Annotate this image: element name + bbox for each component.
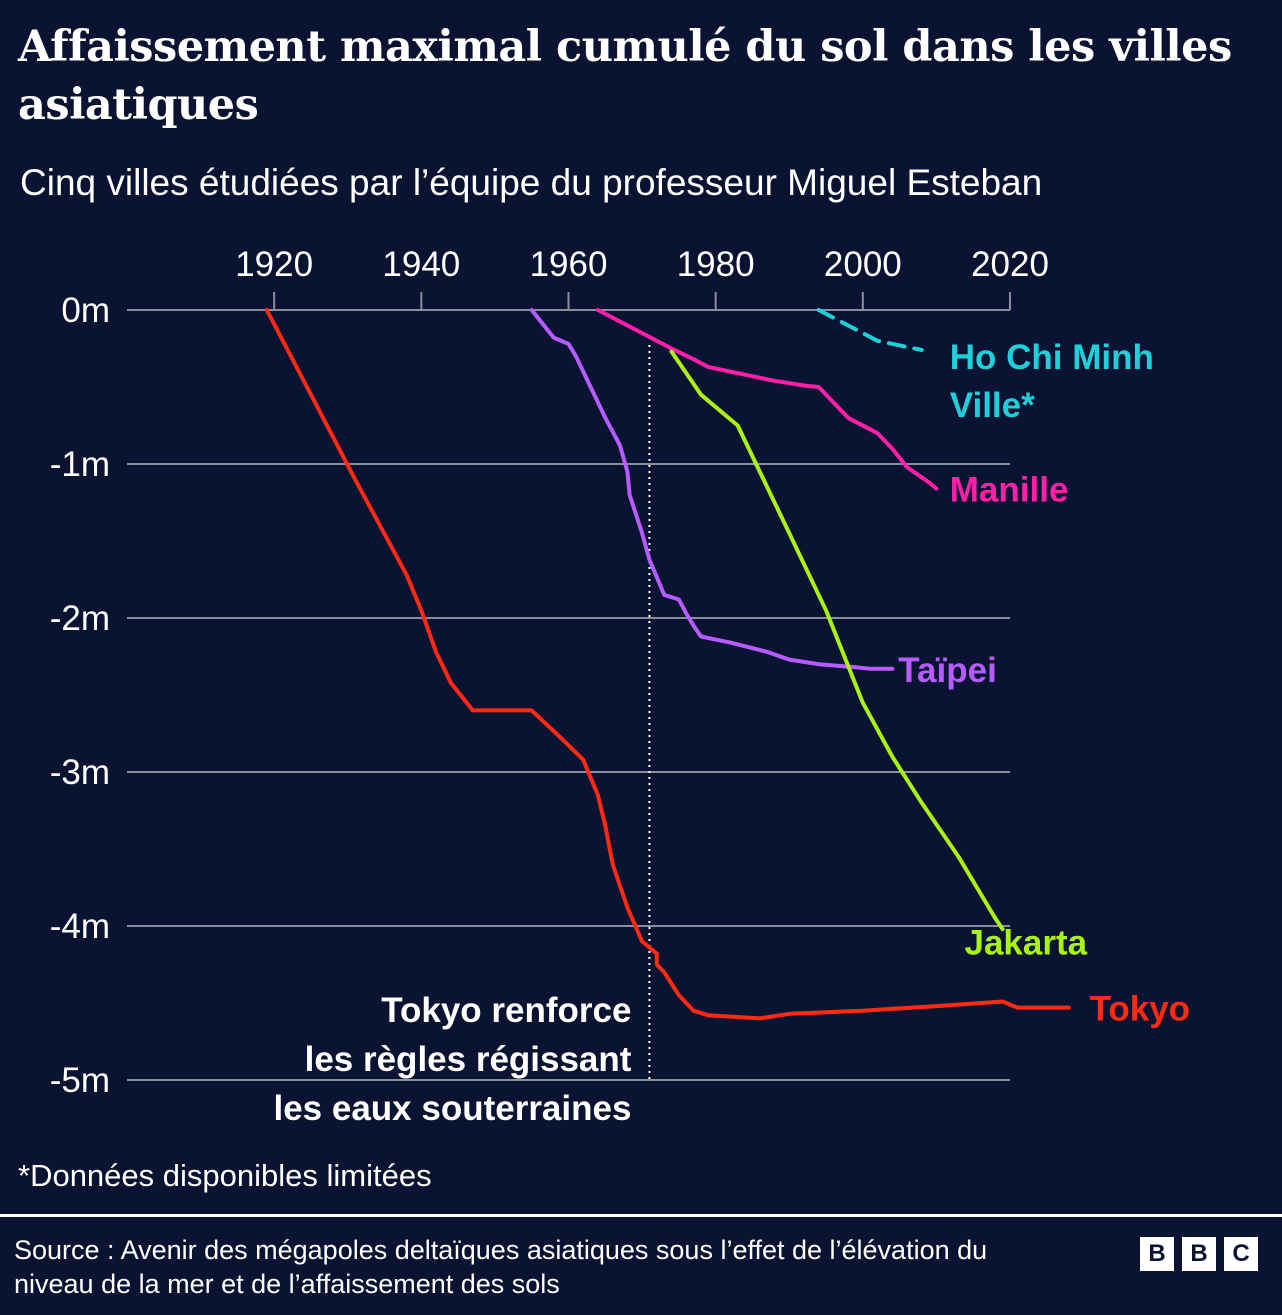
series-label-tokyo: Tokyo: [1090, 990, 1190, 1029]
y-tick-label: 0m: [61, 291, 110, 330]
bbc-logo-letter: B: [1182, 1237, 1216, 1271]
series-line-tokyo: [264, 308, 1071, 1021]
subsidence-line-chart: 0m -1m -2m -3m -4m -5m 1920 1940 1960 1980 2000 202…: [50, 245, 1190, 1128]
bbc-logo-letter: C: [1224, 1237, 1258, 1271]
annotation-text: les eaux souterraines: [273, 1089, 631, 1128]
x-tick-label: 1960: [530, 245, 608, 284]
annotation-text: Tokyo renforce: [381, 991, 631, 1030]
series-line-manille: [595, 308, 939, 491]
x-tick-label: 2020: [971, 245, 1049, 284]
y-tick-label: -5m: [50, 1061, 110, 1100]
series-label-hcm: Ho Chi Minh: [950, 338, 1154, 377]
y-tick-label: -2m: [50, 599, 110, 638]
x-tick-label: 2000: [824, 245, 902, 284]
y-tick-label: -3m: [50, 753, 110, 792]
series-line-jakarta: [669, 349, 1005, 932]
source-text: Source : Avenir des mégapoles deltaïques…: [14, 1235, 988, 1299]
series-label-jakarta: Jakarta: [964, 923, 1087, 962]
chart-title: Affaissement maximal cumulé du sol dans …: [18, 22, 1232, 130]
series-label-taipei: Taïpei: [898, 651, 997, 690]
y-tick-label: -1m: [50, 445, 110, 484]
x-tick-label: 1940: [382, 245, 460, 284]
bbc-logo: B B C: [1140, 1237, 1258, 1271]
bbc-logo-letter: B: [1140, 1237, 1174, 1271]
footnote: *Données disponibles limitées: [18, 1158, 432, 1193]
footer: Source : Avenir des mégapoles deltaïques…: [0, 1214, 1282, 1315]
chart-subtitle: Cinq villes étudiées par l’équipe du pro…: [20, 162, 1043, 203]
series-label-hcm: Ville*: [950, 386, 1035, 425]
series-label-manille: Manille: [950, 471, 1069, 510]
x-tick-label: 1920: [235, 245, 313, 284]
annotation-text: les règles régissant: [305, 1040, 632, 1079]
series-line-taipei: [529, 308, 895, 671]
x-tick-label: 1980: [677, 245, 755, 284]
y-tick-label: -4m: [50, 907, 110, 946]
series-line-hcm: [816, 308, 924, 352]
